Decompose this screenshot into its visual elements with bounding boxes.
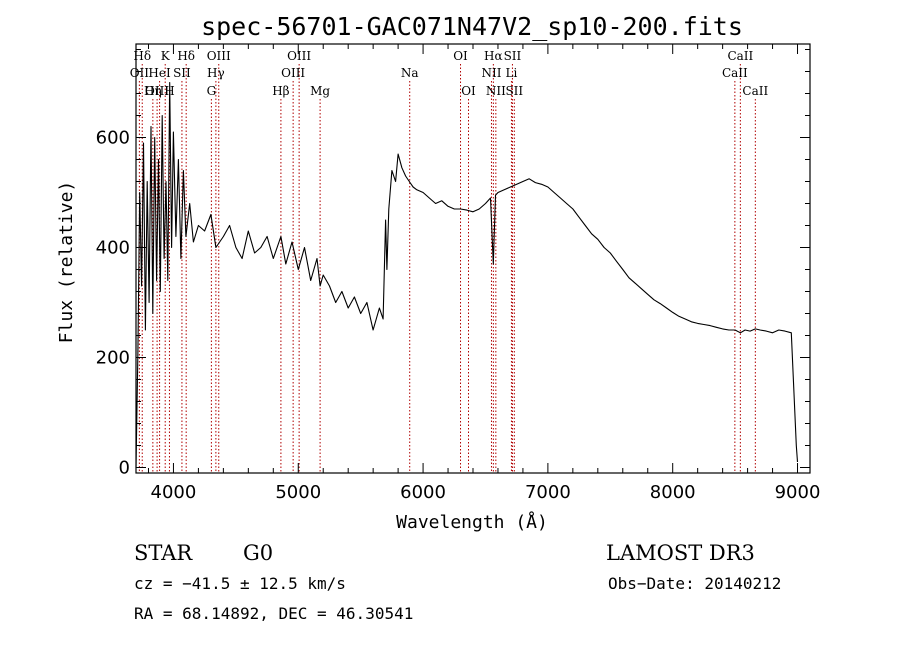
spectral-line-label: OIII [145,84,169,98]
redshift-info: cz = −41.5 ± 12.5 km/s [134,574,346,593]
spectral-line-label: OIII [287,49,311,63]
spectral-line-label: Hη [144,84,162,98]
spectrum-line [135,81,799,468]
spectral-line-label: G [207,84,217,98]
spectral-line-markers [138,64,756,473]
x-tick-label: 5000 [275,482,321,503]
y-axis-ticks: 0 200 400 600 [96,49,810,479]
spectral-line-label: SII [173,66,191,80]
spectral-line-label: HeI [148,66,171,80]
y-axis-label: Flux (relative) [56,181,77,344]
spectral-line-label: K [161,49,171,63]
spectral-line-label: Na [401,66,419,80]
object-subclass: G0 [243,541,273,565]
spectral-line-label: H [164,84,174,98]
spectral-line-label: SII [505,84,523,98]
x-tick-label: 4000 [151,482,197,503]
spectral-line-label: NII [481,66,501,80]
spectral-line-label: Hδ [177,49,195,63]
x-tick-label: 6000 [400,482,446,503]
spectral-line-label: Hβ [272,84,289,98]
plot-frame [135,43,811,474]
spectral-line-label: CaII [722,66,748,80]
spectral-line-label: CaII [742,84,768,98]
spectral-line-label: CaII [727,49,753,63]
y-tick-label: 0 [119,458,130,479]
spectral-line-label: Hα [484,49,503,63]
y-tick-label: 600 [96,128,130,149]
spectral-line-label: Li [506,66,518,80]
x-tick-label: 9000 [775,482,821,503]
x-axis-label: Wavelength (Å) [396,511,548,533]
x-tick-label: 7000 [525,482,571,503]
observation-date: Obs−Date: 20140212 [608,574,781,593]
spectral-line-label: Hγ [207,66,225,80]
spectral-line-label: OI [453,49,468,63]
spectral-line-label: Mg [310,84,330,98]
y-tick-label: 200 [96,348,130,369]
y-tick-label: 400 [96,238,130,259]
spectral-line-label: OI [461,84,476,98]
object-class: STAR [134,541,193,565]
x-axis-ticks: 4000 5000 6000 7000 8000 9000 [147,44,821,503]
survey-name: LAMOST DR3 [606,541,755,565]
spectral-line-label: SII [504,49,522,63]
coordinates: RA = 68.14892, DEC = 46.30541 [134,604,413,623]
spectral-line-label: NII [486,84,506,98]
x-tick-label: 8000 [650,482,696,503]
chart-title: spec-56701-GAC071N47V2_sp10-200.fits [201,12,743,41]
spectral-line-label: Hδ [133,49,151,63]
spectral-line-label: OII [130,66,150,80]
spectral-line-label: OIII [207,49,231,63]
spectral-line-label: OIII [281,66,305,80]
